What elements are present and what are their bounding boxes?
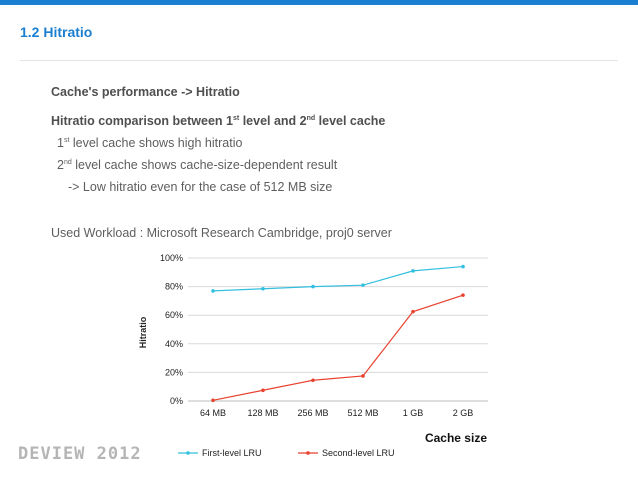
x-tick-label: 512 MB xyxy=(347,408,378,418)
legend-label-1: First-level LRU xyxy=(202,448,262,458)
series-1-point xyxy=(411,269,415,273)
series-2-point xyxy=(211,398,215,403)
x-tick-label: 64 MB xyxy=(200,408,226,418)
y-tick-label: 60% xyxy=(165,310,183,320)
heading-comparison-part3: level cache xyxy=(315,114,386,128)
series-2-point xyxy=(461,293,465,297)
heading-comparison-part2: level and 2 xyxy=(239,114,307,128)
heading-comparison-part1: Hitratio comparison between 1 xyxy=(51,114,233,128)
y-tick-label: 80% xyxy=(165,282,183,292)
heading-comparison: Hitratio comparison between 1st level an… xyxy=(51,114,385,128)
x-tick-label: 2 GB xyxy=(453,408,474,418)
bullet-low-hitratio: -> Low hitratio even for the case of 512… xyxy=(68,180,333,194)
legend-marker-1 xyxy=(186,451,190,455)
bullet-first-level-sup: st xyxy=(63,137,70,144)
heading-performance: Cache's performance -> Hitratio xyxy=(51,85,240,99)
bullet-second-level-part1: 2 xyxy=(57,158,64,172)
bullet-first-level: 1st level cache shows high hitratio xyxy=(57,136,242,150)
series-2-point xyxy=(361,374,365,378)
y-tick-label: 40% xyxy=(165,339,183,349)
bullet-first-level-part2: level cache shows high hitratio xyxy=(69,136,243,150)
section-title: 1.2 Hitratio xyxy=(20,24,93,40)
series-2-point xyxy=(411,309,415,314)
y-tick-label: 0% xyxy=(170,396,183,406)
x-tick-label: 256 MB xyxy=(297,408,328,418)
series-1-point xyxy=(461,264,465,269)
bullet-second-level-part2: level cache shows cache-size-dependent r… xyxy=(71,158,338,172)
title-divider xyxy=(20,60,618,61)
x-tick-label: 128 MB xyxy=(247,408,278,418)
workload-text: Used Workload : Microsoft Research Cambr… xyxy=(51,226,392,240)
series-line-1 xyxy=(212,265,464,292)
series-1-point xyxy=(211,289,215,293)
y-axis-title: Hitratio xyxy=(138,316,148,348)
deview-logo: DEVIEW 2012 xyxy=(18,444,142,464)
x-tick-label: 1 GB xyxy=(403,408,424,418)
series-1-point xyxy=(361,283,365,287)
series-line-2 xyxy=(212,294,464,401)
top-accent-bar xyxy=(0,0,638,5)
y-tick-label: 100% xyxy=(160,253,183,263)
series-2-point xyxy=(311,378,315,383)
series-1-point xyxy=(311,284,315,289)
y-tick-label: 20% xyxy=(165,367,183,377)
x-axis-title: Cache size xyxy=(425,431,487,445)
series-2-point xyxy=(261,388,265,393)
legend-label-2: Second-level LRU xyxy=(322,448,395,458)
bullet-first-level-part1: 1 xyxy=(57,136,64,150)
series-1-point xyxy=(261,286,265,291)
bullet-second-level: 2nd level cache shows cache-size-depende… xyxy=(57,158,337,172)
legend-marker-2 xyxy=(306,451,310,455)
heading-comparison-sup2: nd xyxy=(306,115,316,122)
bullet-second-level-sup: nd xyxy=(63,159,72,166)
heading-comparison-sup1: st xyxy=(232,115,240,122)
